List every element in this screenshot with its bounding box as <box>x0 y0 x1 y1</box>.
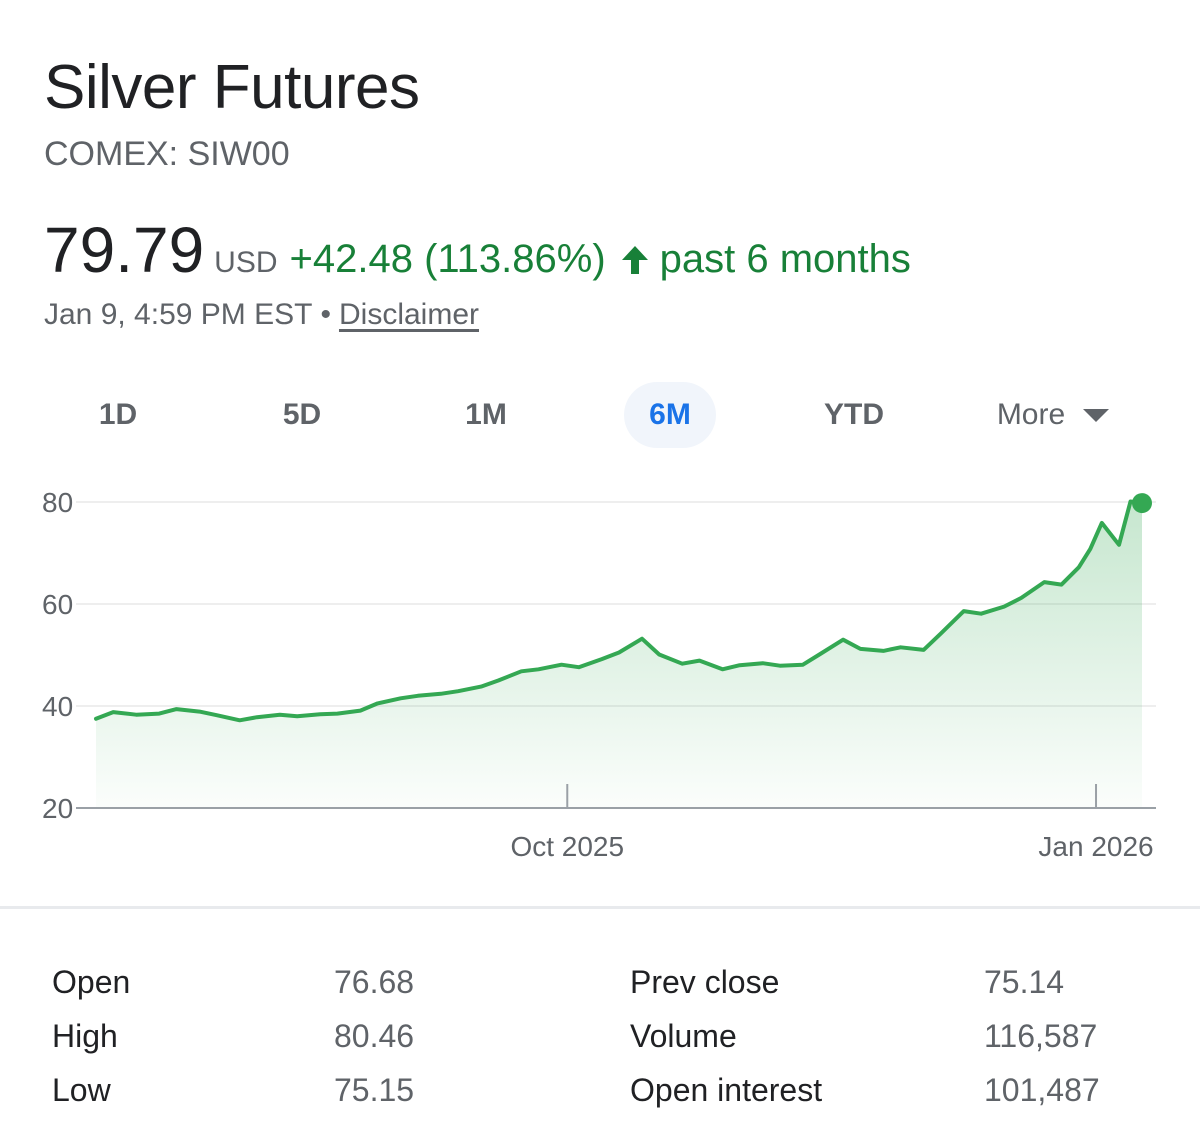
stat-open-value: 76.68 <box>334 964 415 1000</box>
y-tick-label: 80 <box>42 487 73 518</box>
price-line <box>94 499 1144 723</box>
stat-high-label: High <box>52 1018 118 1054</box>
change-period: past 6 months <box>659 237 911 281</box>
quote-meta: Jan 9, 4:59 PM EST • Disclaimer <box>44 298 479 332</box>
tab-6m[interactable]: 6M <box>624 382 716 448</box>
tab-more[interactable]: More <box>958 382 1148 448</box>
section-divider <box>0 906 1200 909</box>
y-tick-label: 40 <box>42 691 73 722</box>
chart-area <box>96 501 1142 808</box>
quote-timestamp: Jan 9, 4:59 PM EST <box>44 298 313 331</box>
tab-1m[interactable]: 1M <box>465 398 507 431</box>
arrow-up-icon <box>621 245 648 274</box>
last-price-marker <box>1132 493 1152 514</box>
stat-low-label: Low <box>52 1072 111 1108</box>
tab-1d[interactable]: 1D <box>98 398 138 431</box>
stat-open-label: Open <box>52 964 131 1000</box>
y-tick-label: 60 <box>42 589 73 620</box>
price-change: +42.48 (113.86%) past 6 months <box>290 237 911 282</box>
tab-5d[interactable]: 5D <box>282 398 322 431</box>
ticker-symbol: COMEX: SIW00 <box>44 135 290 173</box>
tab-ytd[interactable]: YTD <box>824 398 884 431</box>
range-tabs: 1D 5D 1M 6M YTD More <box>28 382 1178 448</box>
x-tick-label: Jan 2026 <box>1038 831 1153 862</box>
stat-prev-close-value: 75.14 <box>984 964 1065 1000</box>
currency-code: USD <box>214 246 278 279</box>
stat-prev-close-label: Prev close <box>630 964 780 1000</box>
stat-high-value: 80.46 <box>334 1018 415 1054</box>
stat-volume-label: Volume <box>630 1018 737 1054</box>
y-tick-label: 20 <box>42 793 73 824</box>
disclaimer-link[interactable]: Disclaimer <box>338 298 479 331</box>
stat-open-interest-label: Open interest <box>630 1072 823 1108</box>
quote-header: Silver Futures COMEX: SIW00 <box>44 52 420 174</box>
price-chart[interactable]: 80 60 40 20 Oct 2025 Jan 2026 <box>0 470 1200 870</box>
tab-more-label: More <box>996 398 1066 431</box>
price-change-value: +42.48 (113.86%) <box>289 237 606 281</box>
meta-separator: • <box>320 298 331 331</box>
stat-open-interest-value: 101,487 <box>984 1072 1100 1108</box>
stat-low-value: 75.15 <box>334 1072 415 1108</box>
current-price: 79.79 <box>44 214 205 286</box>
caret-down-icon <box>1083 408 1110 422</box>
x-tick-label: Oct 2025 <box>510 831 624 862</box>
page-title: Silver Futures <box>44 53 420 122</box>
price-row: 79.79 USD +42.48 (113.86%) past 6 months <box>44 214 911 286</box>
stat-volume-value: 116,587 <box>984 1018 1098 1054</box>
